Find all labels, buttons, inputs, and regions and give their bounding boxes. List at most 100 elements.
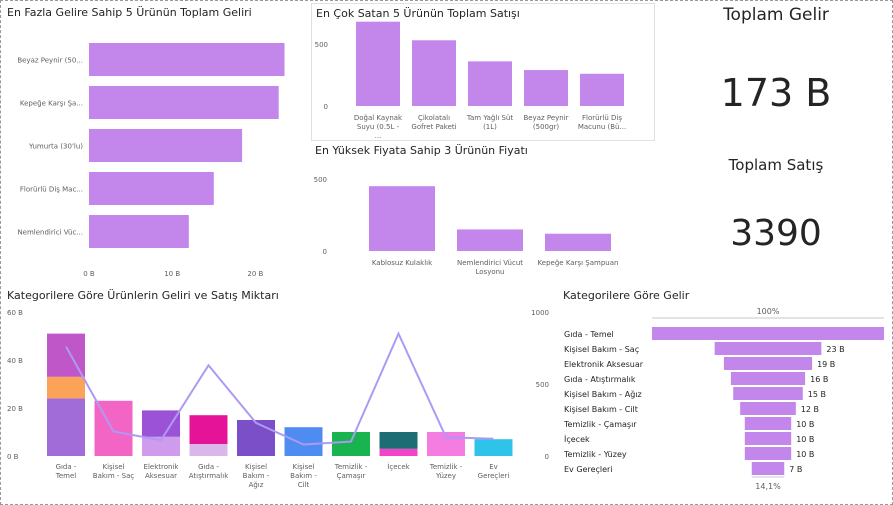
top3-price-visual[interactable]: En Yüksek Fiyata Sahip 3 Ürünün Fiyatı 0… bbox=[311, 141, 655, 287]
kpi-revenue-card[interactable]: Toplam Gelir 173 B bbox=[661, 3, 891, 143]
y-tick-label: Beyaz Peynir (50... bbox=[17, 57, 83, 65]
top5-revenue-visual[interactable]: En Fazla Gelire Sahip 5 Ürünün Toplam Ge… bbox=[3, 3, 303, 285]
funnel-category-label: Kişisel Bakım - Ağız bbox=[564, 390, 642, 399]
bar bbox=[89, 215, 189, 248]
top5-sales-title: En Çok Satan 5 Ürünün Toplam Satışı bbox=[316, 7, 520, 20]
x-tick-label: Kablosuz Kulaklık bbox=[372, 259, 433, 267]
funnel-bar bbox=[744, 432, 792, 445]
funnel-category-label: Temizlik - Çamaşır bbox=[563, 420, 637, 429]
x-tick-label: Gıda -Temel bbox=[55, 463, 77, 480]
funnel-category-label: Ev Gereçleri bbox=[564, 465, 613, 474]
funnel-bar bbox=[652, 327, 884, 340]
bar bbox=[545, 233, 611, 251]
funnel-bar bbox=[733, 387, 803, 400]
funnel-category-label: Temizlik - Yüzey bbox=[563, 450, 627, 459]
funnel-bar bbox=[714, 342, 822, 355]
bar-segment bbox=[189, 415, 228, 444]
x-tick-label: Kepeğe Karşı Şampuan bbox=[538, 259, 619, 267]
top5-sales-visual[interactable]: En Çok Satan 5 Ürünün Toplam Satışı 0 500… bbox=[311, 3, 655, 141]
funnel-category-label: Kişisel Bakım - Cilt bbox=[564, 405, 638, 414]
bar-segment bbox=[474, 439, 513, 456]
category-funnel-visual[interactable]: Kategorilere Göre Gelir 100% Gıda - Temel… bbox=[559, 286, 891, 504]
x-tick-label: 10 B bbox=[164, 270, 180, 278]
funnel-value-label: 10 B bbox=[796, 420, 814, 429]
y-tick-label: 500 bbox=[315, 41, 328, 49]
x-tick-label: Elektronik Aksesuar bbox=[144, 463, 180, 480]
bar-segment bbox=[332, 432, 370, 456]
funnel-bottom-label: 14,1% bbox=[755, 482, 781, 491]
funnel-top-label: 100% bbox=[757, 307, 780, 316]
top5-revenue-title: En Fazla Gelire Sahip 5 Ürünün Toplam Ge… bbox=[7, 6, 252, 19]
funnel-value-label: 10 B bbox=[796, 435, 814, 444]
bar bbox=[580, 73, 624, 106]
bar bbox=[89, 86, 279, 119]
x-tick-label: Çikolatalı Gofret Paketi bbox=[411, 114, 456, 131]
bar-segment bbox=[189, 444, 228, 456]
funnel-category-label: İçecek bbox=[564, 434, 590, 444]
funnel-category-label: Kişisel Bakım - Saç bbox=[564, 345, 639, 354]
y-tick-label-right: 500 bbox=[536, 381, 549, 389]
kpi-revenue-label: Toplam Gelir bbox=[723, 5, 829, 25]
bar bbox=[356, 21, 400, 106]
x-tick-label: İçecek bbox=[387, 462, 410, 471]
bar-segment bbox=[237, 420, 275, 456]
category-combo-visual[interactable]: Kategorilere Göre Ürünlerin Geliri ve Sa… bbox=[3, 286, 553, 504]
kpi-sales-value: 3390 bbox=[730, 213, 822, 254]
funnel-value-label: 12 B bbox=[801, 405, 819, 414]
x-tick-label: Kişisel Bakım - Saç bbox=[93, 463, 135, 480]
funnel-bar bbox=[740, 402, 796, 415]
bar bbox=[89, 129, 243, 162]
category-funnel-title: Kategorilere Göre Gelir bbox=[563, 289, 690, 302]
x-tick-label: Beyaz Peynir (500gr) bbox=[523, 114, 568, 131]
y-tick-label-right: 0 bbox=[545, 453, 549, 461]
bar-segment bbox=[379, 448, 418, 456]
category-funnel-chart: 100% Gıda - Temel Kişisel Bakım - Saç 23 B E… bbox=[563, 307, 884, 491]
x-tick-label: 0 B bbox=[83, 270, 95, 278]
funnel-bar bbox=[723, 357, 813, 370]
y-tick-label-left: 0 B bbox=[7, 453, 19, 461]
x-tick-label: Temizlik -Çamaşır bbox=[334, 463, 368, 480]
funnel-bar bbox=[744, 447, 792, 460]
x-tick-label: Florürlü Diş Macunu (Bü... bbox=[578, 114, 626, 131]
x-tick-label: Doğal Kaynak Suyu (0.5L -... bbox=[354, 114, 403, 140]
top5-revenue-chart: Beyaz Peynir (50... Kepeğe Karşı Şa... Yum… bbox=[17, 43, 285, 278]
x-tick-label: Kişisel Bakım -Cilt bbox=[290, 463, 317, 489]
sales-line bbox=[65, 331, 494, 446]
y-tick-label: 0 bbox=[323, 248, 327, 256]
bar-segment bbox=[47, 398, 85, 456]
bar bbox=[89, 43, 285, 76]
bar bbox=[369, 186, 435, 251]
bar bbox=[457, 229, 523, 251]
y-tick-label: Florürlü Diş Mac... bbox=[20, 186, 83, 194]
funnel-value-label: 19 B bbox=[817, 360, 835, 369]
kpi-sales-card[interactable]: Toplam Satış 3390 bbox=[661, 151, 891, 281]
bar bbox=[89, 172, 214, 205]
bar-segment bbox=[379, 432, 418, 449]
x-tick-label: 20 B bbox=[247, 270, 263, 278]
x-tick-label: Tam Yağlı Süt (1L) bbox=[466, 114, 513, 131]
y-tick-label: 500 bbox=[314, 176, 327, 184]
x-tick-label: Gıda -Atıştırmalık bbox=[189, 463, 229, 480]
kpi-sales-label: Toplam Satış bbox=[728, 156, 824, 174]
y-tick-label-left: 60 B bbox=[7, 309, 23, 317]
category-combo-chart: 0 B 20 B 40 B 60 B 0 500 1000 Gıda -Temel Kişise… bbox=[7, 309, 549, 489]
x-tick-label: Temizlik -Yüzey bbox=[429, 463, 463, 480]
kpi-revenue-value: 173 B bbox=[720, 71, 832, 115]
y-tick-label-left: 20 B bbox=[7, 405, 23, 413]
bar bbox=[412, 40, 456, 106]
funnel-value-label: 15 B bbox=[808, 390, 826, 399]
bar bbox=[524, 70, 568, 106]
x-tick-label: Nemlendirici Vücut Losyonu bbox=[457, 259, 523, 276]
y-tick-label-left: 40 B bbox=[7, 357, 23, 365]
bar-segment bbox=[47, 376, 85, 399]
funnel-bar bbox=[751, 462, 785, 475]
x-tick-label: Kişisel Bakım -Ağız bbox=[243, 463, 270, 489]
funnel-bar bbox=[730, 372, 806, 385]
bar-segment bbox=[284, 427, 323, 456]
bar bbox=[468, 61, 512, 106]
y-tick-label: Nemlendirici Vüc... bbox=[17, 229, 83, 237]
top3-price-title: En Yüksek Fiyata Sahip 3 Ürünün Fiyatı bbox=[315, 144, 528, 157]
top5-sales-chart: 0 500 Doğal Kaynak Suyu (0.5L -... Çikolatal… bbox=[315, 21, 626, 140]
funnel-value-label: 23 B bbox=[826, 345, 844, 354]
